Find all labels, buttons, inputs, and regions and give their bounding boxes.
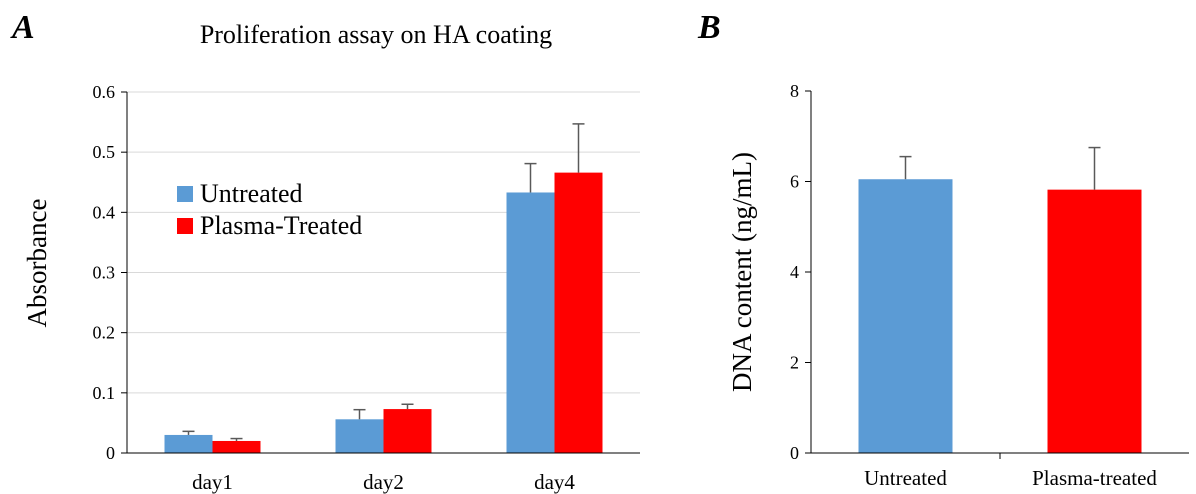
legend-swatch-plasma-treated [177, 218, 193, 234]
chart-b-categories: Untreated Plasma-treated [864, 453, 1157, 490]
y-tick-label: 0.2 [93, 323, 116, 343]
bar-plasma-treated [1048, 190, 1142, 453]
chart-a-legend: Untreated Plasma-Treated [177, 179, 362, 240]
chart-a-title: Proliferation assay on HA coating [200, 20, 552, 49]
category-label: Plasma-treated [1032, 466, 1157, 490]
y-tick-label: 0.3 [93, 263, 116, 283]
chart-a-ylabel: Absorbance [22, 199, 52, 328]
bar-plasma-treated-day2 [384, 409, 432, 453]
y-tick-label: 0.4 [93, 202, 116, 222]
category-label: Untreated [864, 466, 947, 490]
y-tick-label: 0 [790, 443, 799, 463]
y-tick-label: 0 [106, 443, 115, 463]
y-tick-label: 0.6 [93, 82, 116, 102]
chart-b-ylabel: DNA content (ng/mL) [727, 152, 757, 392]
chart-a-yticks: 0 0.1 0.2 0.3 0.4 0.5 0.6 [93, 82, 128, 463]
bar-untreated [859, 179, 953, 453]
panel-b: B DNA content (ng/mL) 0 2 4 6 8 Untreated Pla… [697, 9, 1189, 490]
bar-untreated-day1 [165, 435, 213, 453]
y-tick-label: 0.1 [93, 383, 116, 403]
panel-b-letter: B [697, 9, 721, 46]
category-label: day2 [363, 470, 404, 494]
chart-b-yticks: 0 2 4 6 8 [790, 81, 811, 463]
category-label: day1 [192, 470, 233, 494]
panel-a: A Proliferation assay on HA coating Abso… [10, 9, 640, 494]
category-label: day4 [534, 470, 575, 494]
y-tick-label: 4 [790, 262, 799, 282]
y-tick-label: 0.5 [93, 142, 116, 162]
y-tick-label: 6 [790, 172, 799, 192]
chart-b-bars [859, 179, 1142, 453]
chart-a-categories: day1 day2 day4 [192, 470, 575, 494]
y-tick-label: 2 [790, 353, 799, 373]
legend-label-untreated: Untreated [200, 179, 303, 208]
y-tick-label: 8 [790, 81, 799, 101]
bar-untreated-day2 [336, 419, 384, 453]
legend-label-plasma-treated: Plasma-Treated [200, 211, 362, 240]
bar-untreated-day4 [507, 192, 555, 453]
bar-plasma-treated-day4 [555, 173, 603, 453]
bar-plasma-treated-day1 [213, 441, 261, 453]
legend-swatch-untreated [177, 186, 193, 202]
panel-a-letter: A [10, 9, 35, 46]
